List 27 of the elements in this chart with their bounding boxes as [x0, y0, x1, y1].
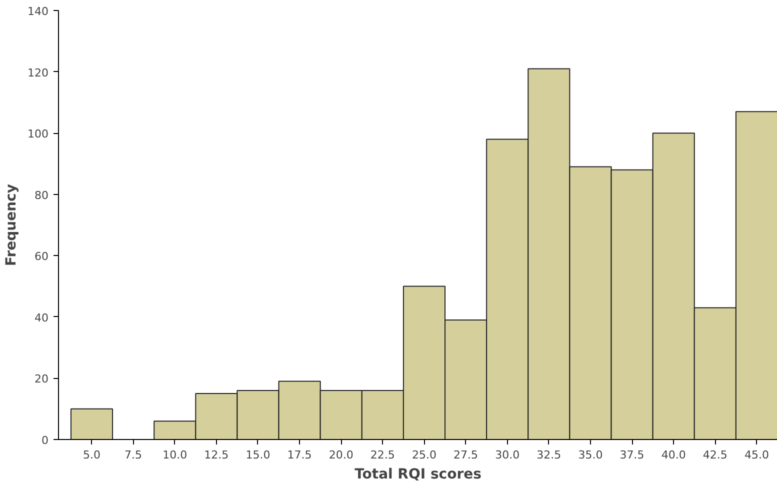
y-tick-label: 40 — [34, 311, 49, 324]
y-axis-title: Frequency — [4, 184, 20, 266]
x-axis-title: Total RQI scores — [354, 466, 482, 482]
y-tick-label: 100 — [28, 128, 49, 141]
x-tick-label: 12.5 — [204, 448, 229, 462]
x-tick-label: 32.5 — [536, 448, 562, 462]
x-tick-label: 40.0 — [661, 448, 686, 462]
x-tick-label: 35.0 — [578, 448, 603, 462]
x-tick-label: 15.0 — [246, 448, 270, 462]
x-tick-label: 25.0 — [412, 448, 436, 462]
x-tick-label: 22.5 — [370, 448, 395, 462]
x-tick-label: 5.0 — [83, 448, 100, 462]
y-tick-label: 80 — [34, 188, 49, 202]
x-tick-label: 10.0 — [162, 448, 188, 462]
y-tick-label: 0 — [42, 434, 48, 447]
x-tick-label: 30.0 — [495, 448, 520, 462]
y-tick-label: 120 — [28, 66, 49, 80]
y-tick-label: 140 — [28, 5, 49, 18]
x-tick-label: 7.5 — [124, 448, 142, 462]
x-tick-label: 42.5 — [702, 448, 728, 462]
y-tick-label: 20 — [34, 372, 49, 386]
x-tick-label: 20.0 — [328, 448, 354, 462]
x-tick-label: 37.5 — [620, 448, 644, 462]
y-tick-label: 60 — [34, 250, 49, 264]
x-tick-label: 17.5 — [287, 448, 312, 462]
x-tick-label: 27.5 — [454, 448, 478, 462]
x-tick-label: 45.0 — [744, 448, 769, 462]
